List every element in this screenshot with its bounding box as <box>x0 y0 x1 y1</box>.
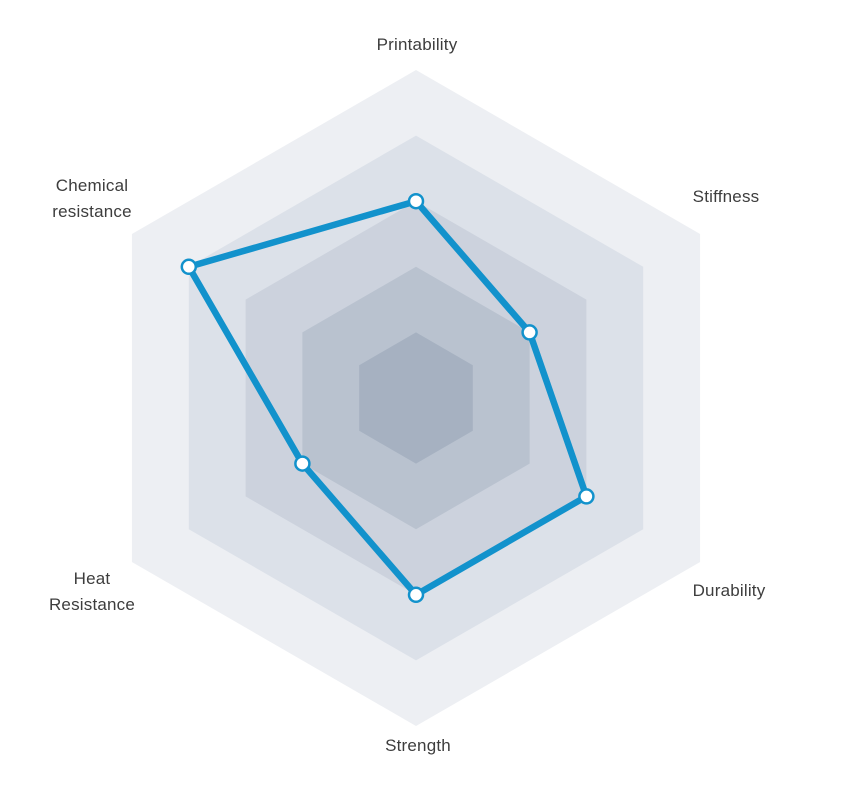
axis-label-printability: Printability <box>376 35 458 54</box>
data-point-stiffness <box>521 324 538 341</box>
data-point-printability <box>407 192 425 210</box>
axis-label-strength: Strength <box>385 736 451 755</box>
axis-label-durability: Durability <box>692 581 766 600</box>
data-point-heat-resistance <box>294 455 311 472</box>
data-point-chemical-resistance <box>180 258 198 276</box>
axis-label-heat-resistance: Heat Resistance <box>48 569 136 614</box>
data-point-strength <box>407 586 425 604</box>
axis-label-stiffness: Stiffness <box>692 187 760 206</box>
axis-label-chemical-resistance: Chemical resistance <box>52 176 132 221</box>
grid-ring-1 <box>359 332 473 464</box>
data-point-durability <box>578 488 595 505</box>
